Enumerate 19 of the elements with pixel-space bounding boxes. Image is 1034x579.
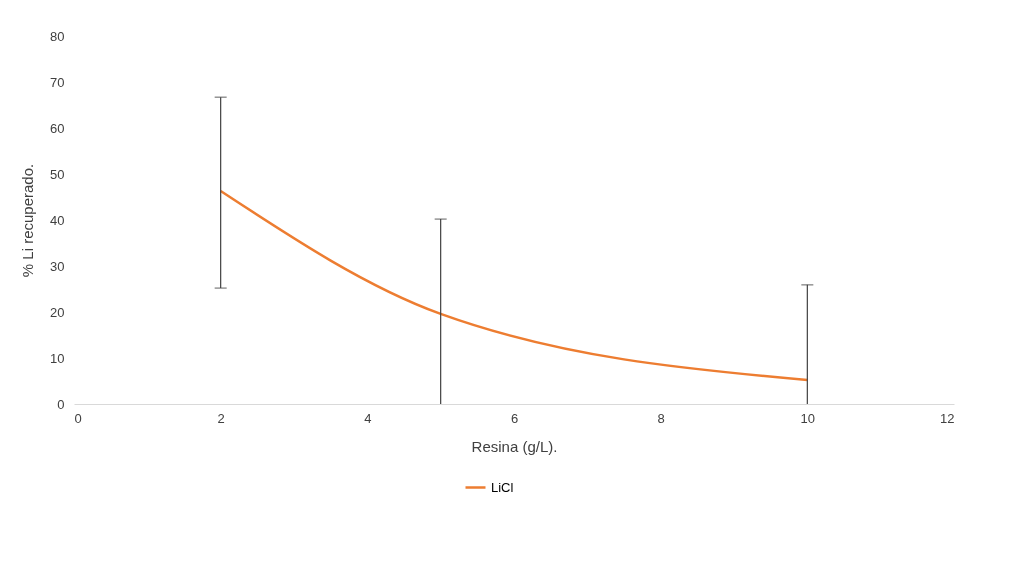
y-tick-label: 80: [50, 28, 65, 44]
y-axis-title: % Li recuperado.: [19, 163, 37, 278]
x-axis-title: Resina (g/L).: [471, 437, 558, 455]
x-tick-label: 6: [510, 410, 519, 426]
y-tick-label: 70: [50, 74, 65, 90]
y-tick-label: 60: [50, 120, 65, 136]
y-tick-label: 50: [50, 166, 65, 182]
y-tick-label: 30: [50, 258, 65, 274]
y-tick-label: 20: [50, 304, 65, 320]
y-tick-label: 10: [50, 350, 65, 366]
y-tick-label: 40: [50, 212, 65, 228]
x-tick-label: 0: [74, 410, 82, 426]
y-tick-label: 0: [57, 396, 65, 412]
x-tick-label: 4: [364, 410, 372, 426]
x-tick-label: 8: [657, 410, 665, 426]
x-tick-label: 12: [940, 410, 955, 426]
x-tick-label: 10: [800, 410, 816, 426]
legend-label: LiCl: [491, 479, 514, 495]
x-tick-label: 2: [217, 410, 225, 426]
